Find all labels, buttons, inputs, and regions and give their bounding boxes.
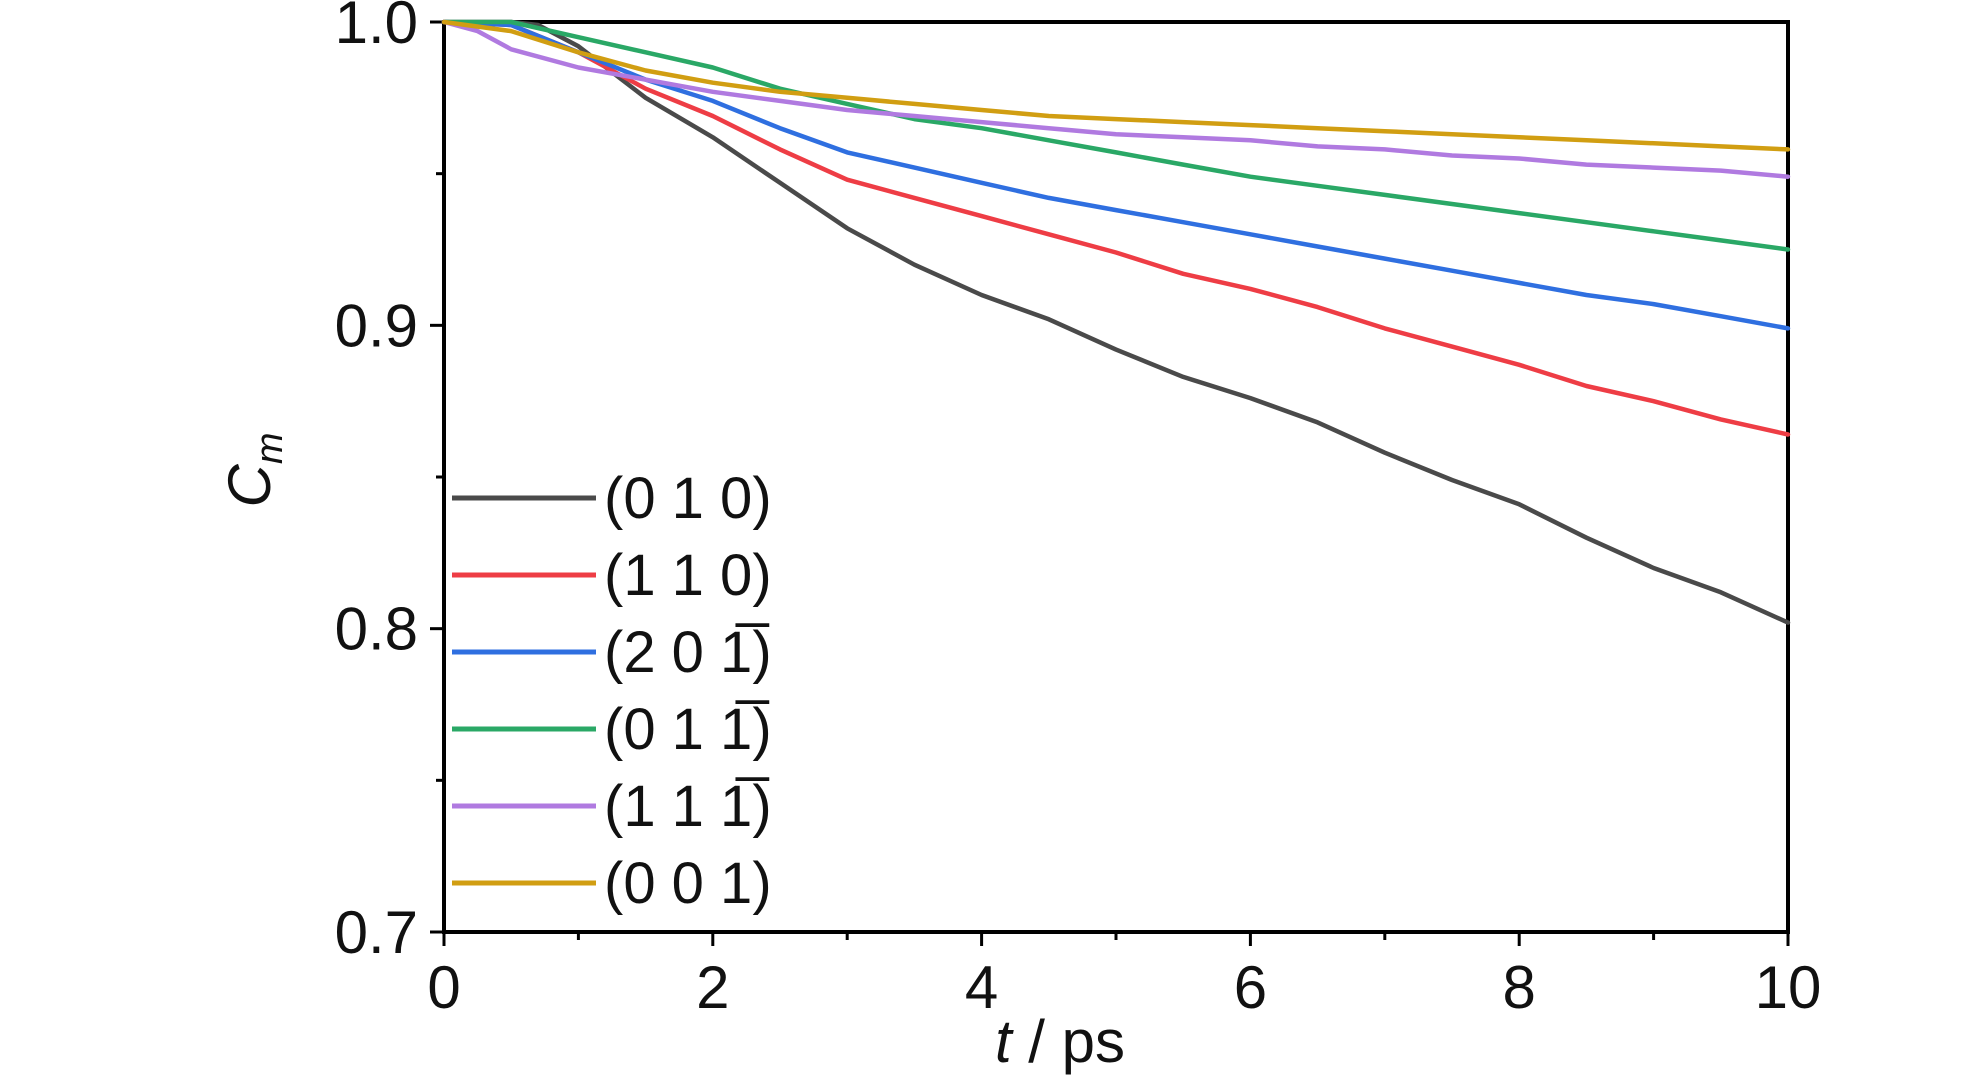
legend-label: (0 1 0) [604, 466, 772, 531]
y-tick-label: 0.9 [335, 292, 418, 359]
x-axis-title: t / ps [995, 1008, 1125, 1075]
y-tick-label: 0.7 [335, 899, 418, 966]
series-line [441, 19, 1791, 625]
x-tick-label: 8 [1503, 954, 1536, 1021]
legend-label: (0 1 1̅) [604, 697, 772, 762]
legend-label: (2 0 1̅) [604, 620, 772, 685]
series-line [441, 19, 1791, 152]
legend-label: (0 0 1) [604, 851, 772, 916]
legend-label: (1 1 1̅) [604, 774, 772, 839]
x-tick-label: 6 [1234, 954, 1267, 1021]
axis-titles: t / ps Cm [216, 433, 1125, 1076]
x-tick-label: 2 [696, 954, 729, 1021]
series-line [441, 19, 1791, 179]
y-axis-title-main: C [216, 464, 283, 508]
series-line [441, 19, 1791, 331]
x-axis-title-rest: / ps [1012, 1008, 1125, 1075]
series-line [441, 19, 1791, 437]
y-axis-title: Cm [216, 433, 291, 508]
y-tick-label: 1.0 [335, 0, 418, 56]
x-tick-label: 10 [1755, 954, 1822, 1021]
y-axis-title-sub: m [249, 433, 291, 465]
x-axis-title-italic: t [995, 1008, 1014, 1075]
y-axis-ticks: 0.7 0.8 0.9 1.0 [335, 0, 444, 966]
series-layer [441, 19, 1791, 625]
x-axis-ticks: 0 2 4 6 8 10 [427, 932, 1821, 1021]
x-tick-label: 0 [427, 954, 460, 1021]
x-tick-label: 4 [965, 954, 998, 1021]
y-tick-label: 0.8 [335, 596, 418, 663]
legend: (0 1 0) (1 1 0) (2 0 1̅) (0 1 1̅) (1 1 1̅) (0… [452, 466, 772, 916]
legend-label: (1 1 0) [604, 543, 772, 608]
series-line [441, 19, 1791, 252]
